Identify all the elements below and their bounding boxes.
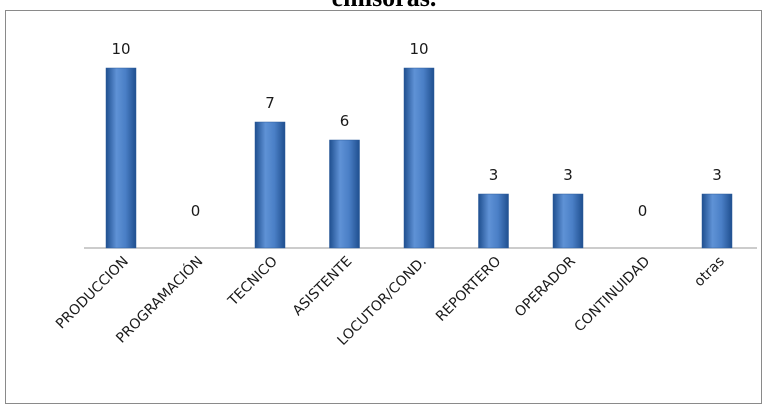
data-label-0: 10 [111,40,130,58]
chart-title: emisoras. [0,0,768,18]
category-label-6: OPERADOR [512,253,579,320]
category-label-3: ASISTENTE [290,254,356,320]
bar-3 [329,139,360,249]
bar-8 [701,193,733,249]
data-label-6: 3 [563,166,573,184]
category-label-7: CONTINUIDAD [572,254,654,336]
bar-5 [478,193,509,249]
category-label-8: otras [691,254,728,291]
bar-4 [403,67,435,249]
data-label-7: 0 [638,202,648,220]
category-label-0: PRODUCCION [53,254,132,333]
bar-6 [552,193,584,249]
bar-0 [105,67,137,249]
data-label-4: 10 [409,40,428,58]
data-label-5: 3 [489,166,499,184]
category-label-5: REPORTERO [433,254,504,325]
data-label-3: 6 [340,112,350,130]
data-label-1: 0 [191,202,201,220]
data-label-8: 3 [712,166,722,184]
chart-frame [5,10,762,404]
data-label-2: 7 [265,94,275,112]
category-label-2: TECNICO [225,254,281,310]
bar-2 [254,121,286,249]
